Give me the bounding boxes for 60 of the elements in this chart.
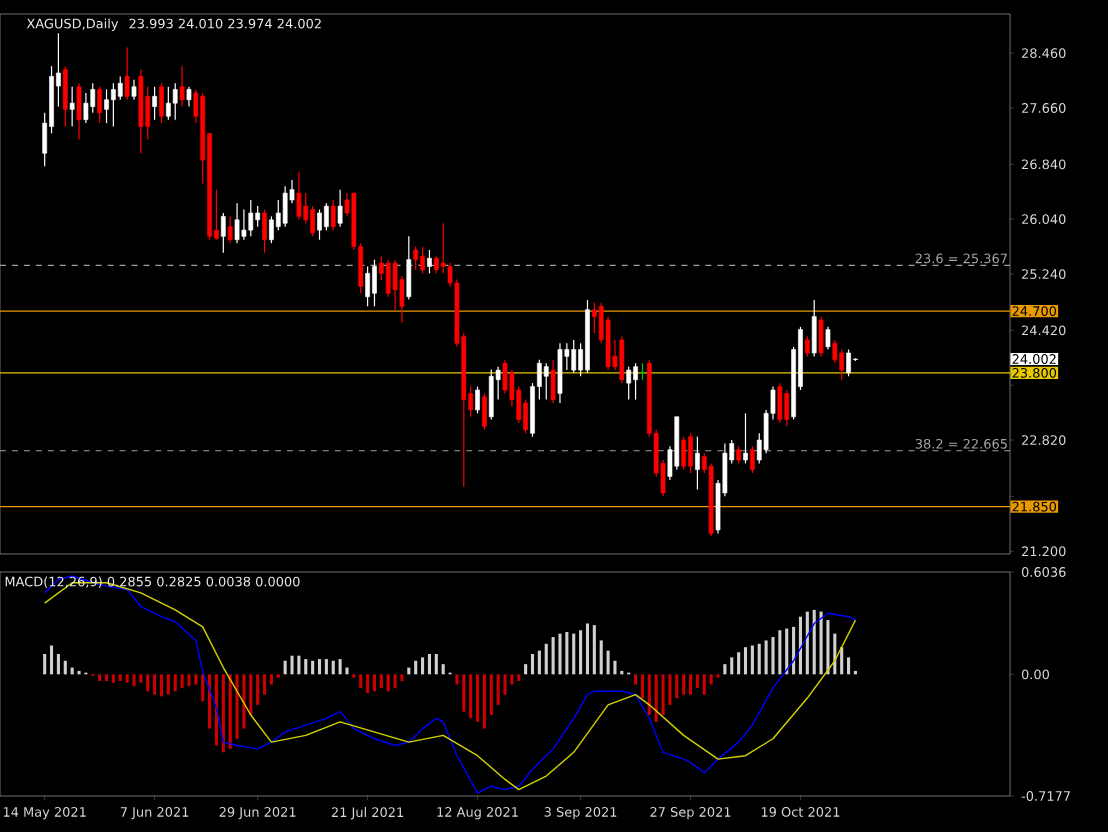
candlestick — [372, 259, 377, 307]
candlestick — [152, 86, 157, 121]
candlestick — [626, 366, 632, 401]
candlestick — [804, 335, 810, 357]
candlestick — [557, 342, 563, 404]
candlestick — [62, 65, 68, 128]
candlestick — [482, 392, 487, 431]
candlestick — [784, 389, 790, 427]
candlestick — [117, 75, 123, 101]
candlestick — [165, 86, 171, 121]
candlestick — [427, 249, 432, 274]
candlestick — [248, 199, 254, 237]
candlestick — [365, 265, 370, 307]
candlestick — [846, 348, 851, 377]
candlestick — [571, 339, 577, 374]
candlestick — [420, 246, 425, 274]
candlestick — [488, 368, 494, 421]
candlestick — [743, 412, 748, 465]
candlestick — [688, 432, 693, 474]
candlestick — [220, 212, 226, 254]
candlestick — [172, 82, 178, 121]
candlestick — [97, 86, 102, 124]
candlestick — [269, 215, 274, 244]
candlestick — [591, 302, 597, 334]
candlestick — [619, 335, 625, 384]
candlestick — [111, 82, 116, 128]
candlestick — [76, 82, 82, 141]
candlestick — [104, 88, 109, 124]
candlestick — [811, 299, 817, 357]
candlestick — [475, 385, 480, 414]
candlestick — [413, 246, 419, 271]
candlestick — [633, 362, 638, 401]
candlestick — [131, 79, 137, 101]
candlestick — [750, 445, 755, 474]
candlestick — [255, 205, 261, 228]
candlestick — [337, 189, 343, 228]
candlestick — [825, 326, 831, 351]
candlestick — [234, 202, 240, 244]
candlestick — [330, 199, 336, 231]
candlestick — [317, 208, 322, 241]
candlestick — [550, 359, 556, 404]
candlestick — [186, 86, 192, 108]
candlestick — [124, 47, 130, 101]
candlestick — [406, 235, 412, 301]
candlestick — [241, 208, 247, 241]
candlestick — [777, 382, 783, 424]
candlestick — [681, 436, 687, 471]
candlestick — [262, 208, 267, 254]
candlestick — [818, 315, 824, 357]
candlestick — [296, 171, 302, 221]
candlestick — [695, 436, 700, 491]
candlestick — [310, 205, 315, 237]
candlestick — [159, 82, 164, 124]
candlestick — [324, 202, 329, 231]
candlestick — [839, 348, 845, 381]
candlestick — [179, 65, 185, 108]
candlestick — [227, 215, 233, 244]
candlestick — [282, 185, 288, 228]
candlestick — [69, 86, 75, 128]
candlestick — [543, 362, 549, 401]
